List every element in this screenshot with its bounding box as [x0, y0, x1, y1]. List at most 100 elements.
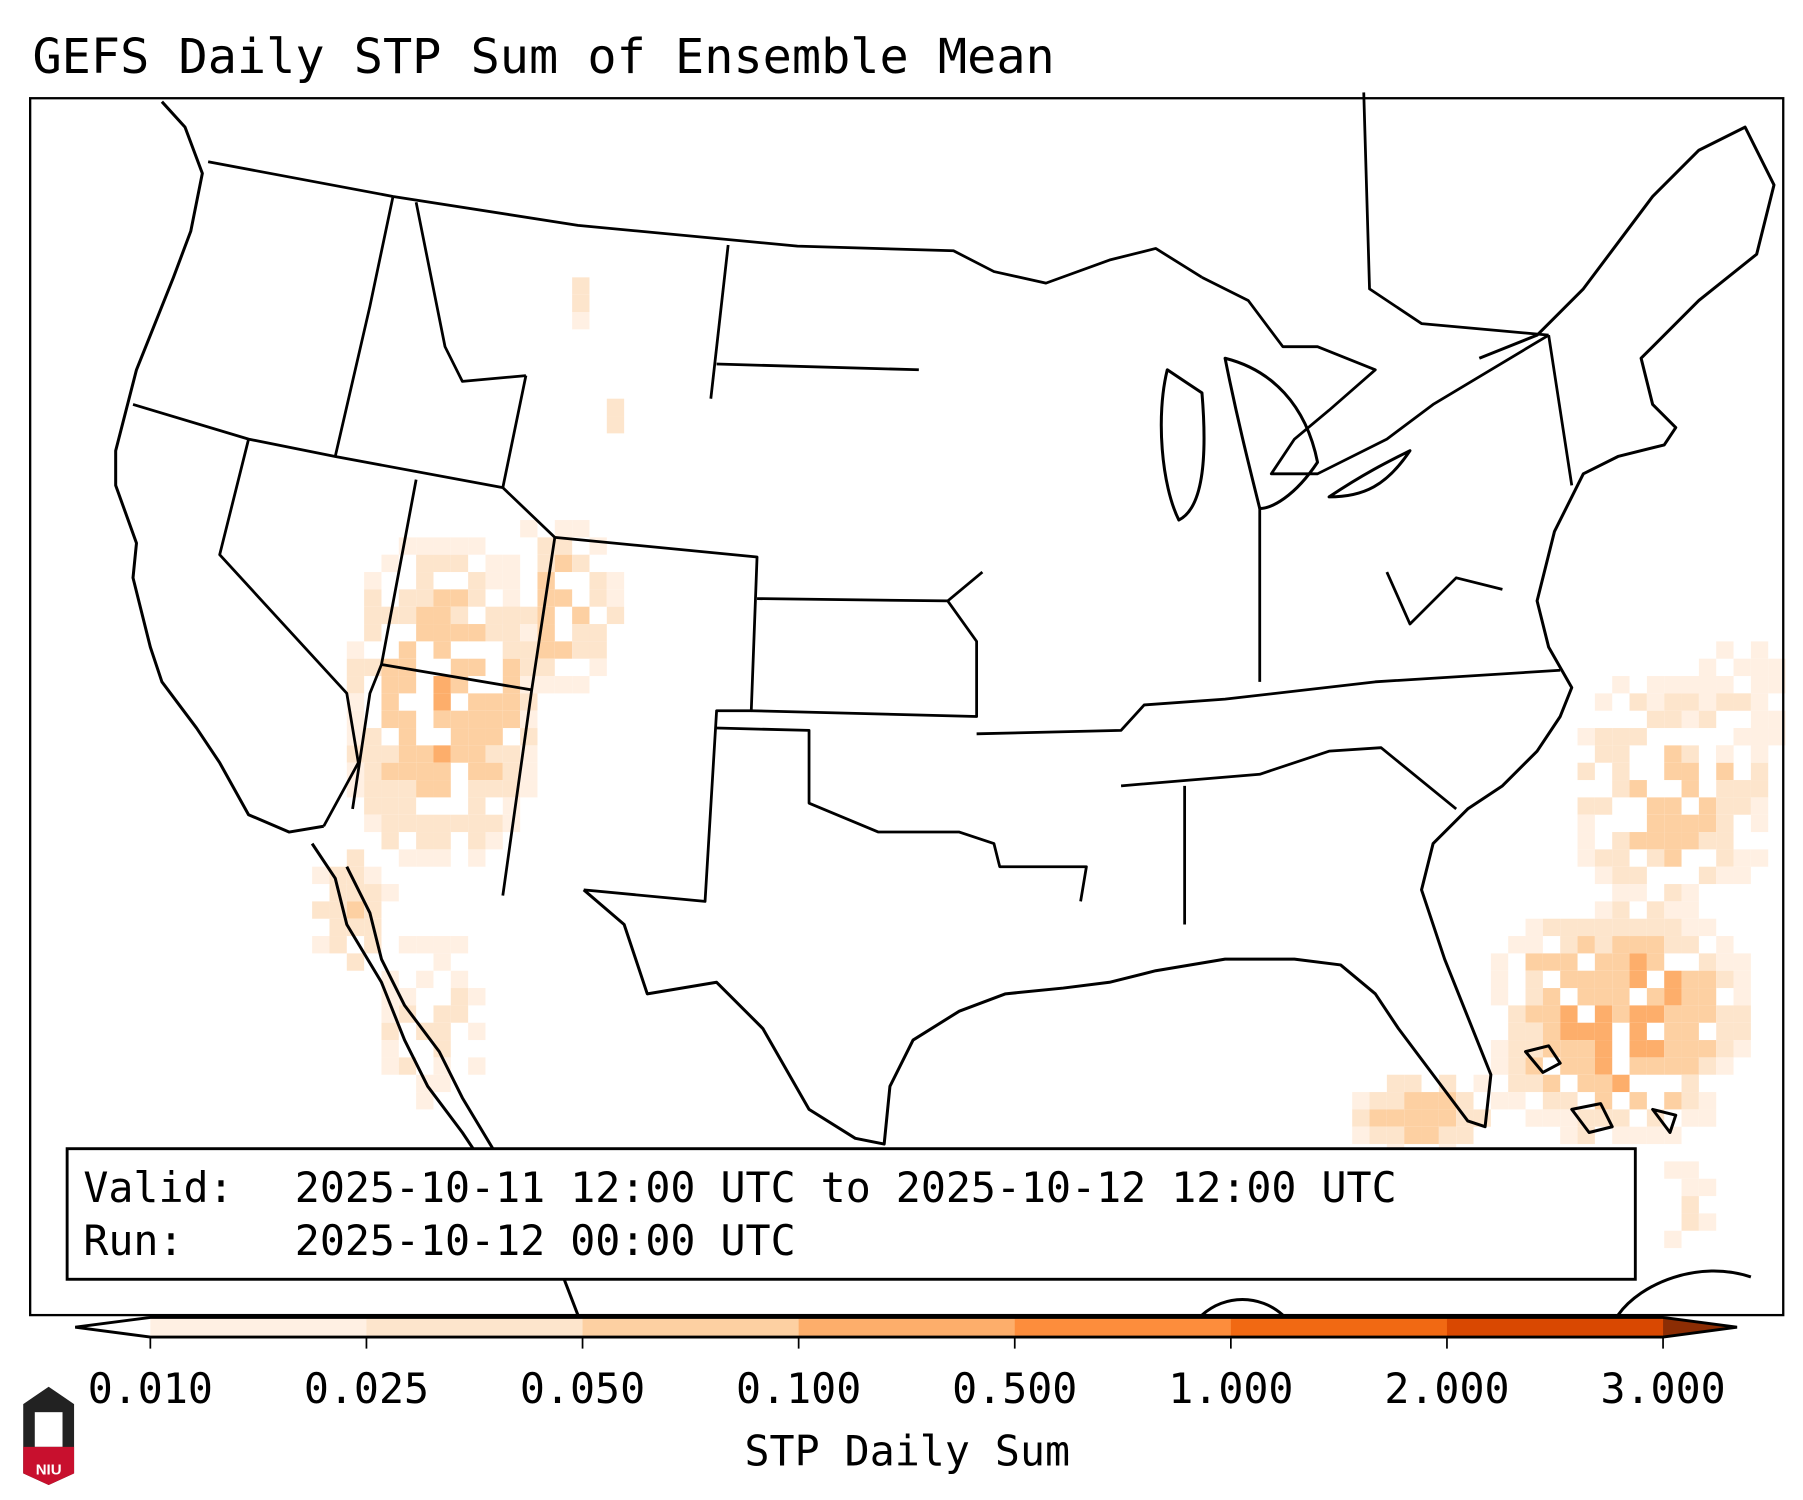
stp-cell: [589, 641, 607, 659]
stp-cell: [1698, 814, 1717, 833]
stp-cell: [468, 849, 486, 867]
stp-cell: [381, 1022, 399, 1041]
stp-cell: [485, 710, 503, 729]
colorbar-segment: [1014, 1317, 1232, 1338]
colorbar-tick-label: 0.500: [952, 1364, 1077, 1413]
stp-cell: [1542, 988, 1561, 1006]
stp-cell: [450, 589, 469, 607]
stp-cell: [1681, 780, 1699, 798]
stp-cell: [364, 901, 382, 919]
stp-cell: [1716, 745, 1734, 763]
stp-cell: [1594, 1074, 1613, 1093]
stp-cell: [1490, 1057, 1509, 1075]
stp-cell: [1542, 953, 1561, 971]
stp-cell: [1681, 1213, 1699, 1231]
stp-cell: [433, 710, 451, 729]
stp-cell: [1733, 988, 1751, 1006]
stp-cell: [572, 606, 590, 625]
stp-cell: [1664, 936, 1682, 954]
stp-cell: [537, 658, 555, 677]
stp-cell: [502, 710, 521, 729]
stp-cell: [485, 745, 503, 763]
stp-cell: [1629, 1005, 1647, 1023]
stp-cell: [1750, 814, 1769, 833]
stp-cell: [1577, 832, 1595, 850]
stp-cell: [1490, 953, 1509, 971]
stp-cell: [398, 780, 417, 798]
stp-cell: [1750, 780, 1769, 798]
stp-cell: [346, 728, 365, 746]
stp-cell: [433, 780, 451, 798]
stp-cell: [1716, 1057, 1734, 1075]
stp-cell: [1508, 1022, 1526, 1041]
stp-cell: [1612, 901, 1630, 919]
stp-cell: [1577, 797, 1595, 815]
stp-cell: [520, 520, 538, 538]
stp-cell: [450, 537, 469, 555]
colorbar-segment: [1446, 1317, 1664, 1338]
stp-cell: [1664, 710, 1682, 729]
stp-cell: [1369, 1126, 1387, 1145]
stp-cell: [1438, 1109, 1457, 1127]
stp-cell: [1421, 1126, 1439, 1145]
stp-cell: [1612, 970, 1630, 989]
stp-cell: [1681, 814, 1699, 833]
stp-cell: [312, 901, 330, 919]
stp-cell: [433, 676, 451, 694]
stp-cell: [381, 554, 399, 573]
stp-cell: [1681, 988, 1699, 1006]
stp-cell: [381, 745, 399, 763]
stp-cell: [1629, 1126, 1647, 1145]
stp-cell: [554, 554, 573, 573]
colorbar-label: STP Daily Sum: [745, 1426, 1071, 1475]
stp-cell: [398, 814, 417, 833]
stp-cell: [398, 797, 417, 815]
colorbar-tick-label: 0.025: [304, 1364, 429, 1413]
stp-cell: [1698, 1040, 1717, 1058]
colorbar: 0.010 0.025 0.050 0.100 0.500 1.000 2.000 3.000: [75, 1315, 1738, 1413]
stp-cell: [1456, 1092, 1474, 1110]
stp-cell: [416, 832, 434, 850]
stp-cell: [1525, 1005, 1543, 1023]
stp-cell: [1646, 1126, 1665, 1145]
stp-cell: [1629, 884, 1647, 902]
stp-cell: [1490, 1040, 1509, 1058]
stp-cell: [450, 988, 469, 1006]
stp-cell: [329, 866, 347, 885]
stp-cell: [1681, 1040, 1699, 1058]
stp-cell: [1369, 1092, 1387, 1110]
stp-cell: [485, 780, 503, 798]
stp-cell: [329, 936, 347, 954]
stp-cell: [468, 693, 486, 711]
stp-cell: [1716, 1022, 1734, 1041]
stp-cell: [433, 1074, 451, 1093]
stp-cell: [1698, 1178, 1717, 1197]
stp-cell: [346, 693, 365, 711]
stp-cell: [468, 537, 486, 555]
stp-cell: [450, 1005, 469, 1023]
stp-cell: [520, 624, 538, 642]
stp-cell: [450, 814, 469, 833]
stp-cell: [1646, 936, 1665, 954]
colorbar-segment: [798, 1317, 1016, 1338]
stp-cell: [1629, 866, 1647, 885]
stp-cell: [1612, 1074, 1630, 1093]
colorbar-tick-label: 3.000: [1600, 1364, 1725, 1413]
stp-cell: [502, 641, 521, 659]
stp-cell: [1716, 970, 1734, 989]
stp-cell: [329, 918, 347, 937]
stp-cell: [346, 953, 365, 971]
stp-cell: [1681, 1057, 1699, 1075]
stp-cell: [312, 936, 330, 954]
colorbar-under-extension: [75, 1317, 151, 1338]
stp-cell: [606, 416, 625, 434]
stp-cell: [1716, 866, 1734, 885]
stp-cell: [1646, 918, 1665, 937]
stp-cell: [1750, 762, 1769, 781]
stp-cell: [364, 762, 382, 781]
stp-cell: [1560, 953, 1578, 971]
stp-cell: [1681, 884, 1699, 902]
stp-cell: [1525, 1074, 1543, 1093]
stp-cell: [1577, 988, 1595, 1006]
stp-cell: [502, 693, 521, 711]
